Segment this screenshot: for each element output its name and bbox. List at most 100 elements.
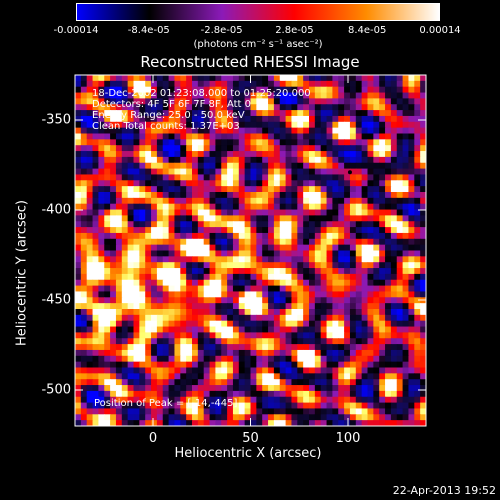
heatmap-cell bbox=[379, 297, 386, 304]
heatmap-cell bbox=[256, 355, 263, 363]
heatmap-cell bbox=[98, 314, 105, 322]
heatmap-cell bbox=[291, 98, 298, 105]
heatmap-cell bbox=[209, 92, 216, 99]
heatmap-cell bbox=[408, 197, 415, 205]
heatmap-cell bbox=[285, 197, 293, 205]
heatmap-cell bbox=[162, 75, 170, 82]
heatmap-cell bbox=[408, 262, 415, 269]
heatmap-cell bbox=[279, 186, 287, 193]
heatmap-cell bbox=[115, 420, 123, 426]
heatmap-cell bbox=[75, 297, 82, 304]
heatmap-cell bbox=[256, 127, 263, 135]
heatmap-cell bbox=[197, 338, 205, 345]
heatmap-cell bbox=[332, 192, 339, 199]
heatmap-cell bbox=[232, 238, 240, 246]
heatmap-cell bbox=[121, 367, 129, 374]
heatmap-cell bbox=[203, 127, 211, 135]
heatmap-cell bbox=[402, 273, 410, 281]
heatmap-cell bbox=[168, 373, 176, 380]
heatmap-cell bbox=[180, 209, 187, 216]
heatmap-cell bbox=[197, 215, 205, 222]
heatmap-cell bbox=[385, 338, 392, 345]
heatmap-cell bbox=[92, 156, 99, 164]
heatmap-cell bbox=[268, 180, 275, 187]
heatmap-cell bbox=[151, 203, 158, 211]
heatmap-cell bbox=[203, 151, 211, 158]
heatmap-cell bbox=[145, 250, 152, 257]
heatmap-cell bbox=[227, 250, 234, 257]
heatmap-cell bbox=[320, 385, 328, 392]
heatmap-cell bbox=[314, 121, 322, 129]
heatmap-cell bbox=[174, 379, 181, 386]
heatmap-cell bbox=[232, 174, 240, 181]
heatmap-cell bbox=[262, 151, 269, 158]
heatmap-cell bbox=[349, 151, 357, 158]
heatmap-cell bbox=[209, 221, 216, 228]
heatmap-cell bbox=[209, 297, 216, 304]
heatmap-cell bbox=[268, 262, 275, 269]
heatmap-cell bbox=[344, 326, 351, 333]
heatmap-cell bbox=[98, 297, 105, 304]
heatmap-cell bbox=[367, 262, 374, 269]
heatmap-cell bbox=[297, 145, 304, 152]
heatmap-cell bbox=[314, 256, 322, 263]
heatmap-cell bbox=[402, 98, 410, 105]
heatmap-cell bbox=[145, 361, 152, 369]
heatmap-cell bbox=[338, 262, 345, 269]
heatmap-cell bbox=[139, 273, 146, 281]
heatmap-cell bbox=[75, 396, 82, 404]
heatmap-cell bbox=[203, 385, 211, 392]
heatmap-cell bbox=[209, 104, 216, 111]
heatmap-cell bbox=[268, 309, 275, 316]
heatmap-cell bbox=[203, 355, 211, 363]
heatmap-cell bbox=[396, 186, 404, 193]
heatmap-cell bbox=[385, 221, 392, 228]
heatmap-cell bbox=[332, 180, 339, 187]
heatmap-cell bbox=[262, 373, 269, 380]
heatmap-cell bbox=[209, 180, 216, 187]
heatmap-cell bbox=[92, 273, 99, 281]
heatmap-cell bbox=[110, 192, 117, 199]
heatmap-cell bbox=[396, 133, 404, 140]
heatmap-cell bbox=[332, 156, 339, 164]
heatmap-cell bbox=[396, 227, 404, 234]
x-axis-label: Heliocentric X (arcsec) bbox=[174, 446, 322, 461]
heatmap-cell bbox=[227, 367, 234, 374]
heatmap-cell bbox=[373, 396, 380, 404]
heatmap-cell bbox=[156, 203, 164, 211]
heatmap-cell bbox=[110, 355, 117, 363]
heatmap-cell bbox=[273, 232, 281, 240]
heatmap-cell bbox=[133, 402, 140, 410]
heatmap-cell bbox=[379, 268, 386, 275]
heatmap-cell bbox=[192, 151, 199, 158]
heatmap-cell bbox=[268, 80, 275, 88]
heatmap-cell bbox=[186, 203, 193, 211]
heatmap-cell bbox=[174, 338, 181, 345]
heatmap-cell bbox=[203, 232, 211, 240]
heatmap-cell bbox=[396, 361, 404, 369]
heatmap-cell bbox=[98, 344, 105, 351]
heatmap-cell bbox=[262, 273, 269, 281]
heatmap-cell bbox=[367, 174, 374, 181]
heatmap-cell bbox=[279, 373, 287, 380]
heatmap-cell bbox=[332, 221, 339, 228]
heatmap-cell bbox=[227, 75, 234, 82]
heatmap-cell bbox=[238, 390, 246, 398]
heatmap-cell bbox=[379, 168, 386, 176]
heatmap-cell bbox=[303, 151, 310, 158]
heatmap-cell bbox=[326, 232, 333, 240]
heatmap-cell bbox=[390, 303, 398, 310]
heatmap-cell bbox=[367, 268, 374, 275]
heatmap-cell bbox=[110, 162, 117, 170]
heatmap-cell bbox=[262, 285, 269, 293]
heatmap-cell bbox=[367, 104, 374, 111]
heatmap-cell bbox=[209, 215, 216, 222]
heatmap-cell bbox=[355, 344, 363, 351]
heatmap-cell bbox=[203, 303, 211, 310]
heatmap-cell bbox=[332, 396, 339, 404]
heatmap-cell bbox=[80, 75, 88, 82]
heatmap-cell bbox=[326, 92, 333, 99]
heatmap-cell bbox=[104, 349, 111, 357]
heatmap-cell bbox=[86, 385, 94, 392]
heatmap-cell bbox=[279, 408, 287, 415]
